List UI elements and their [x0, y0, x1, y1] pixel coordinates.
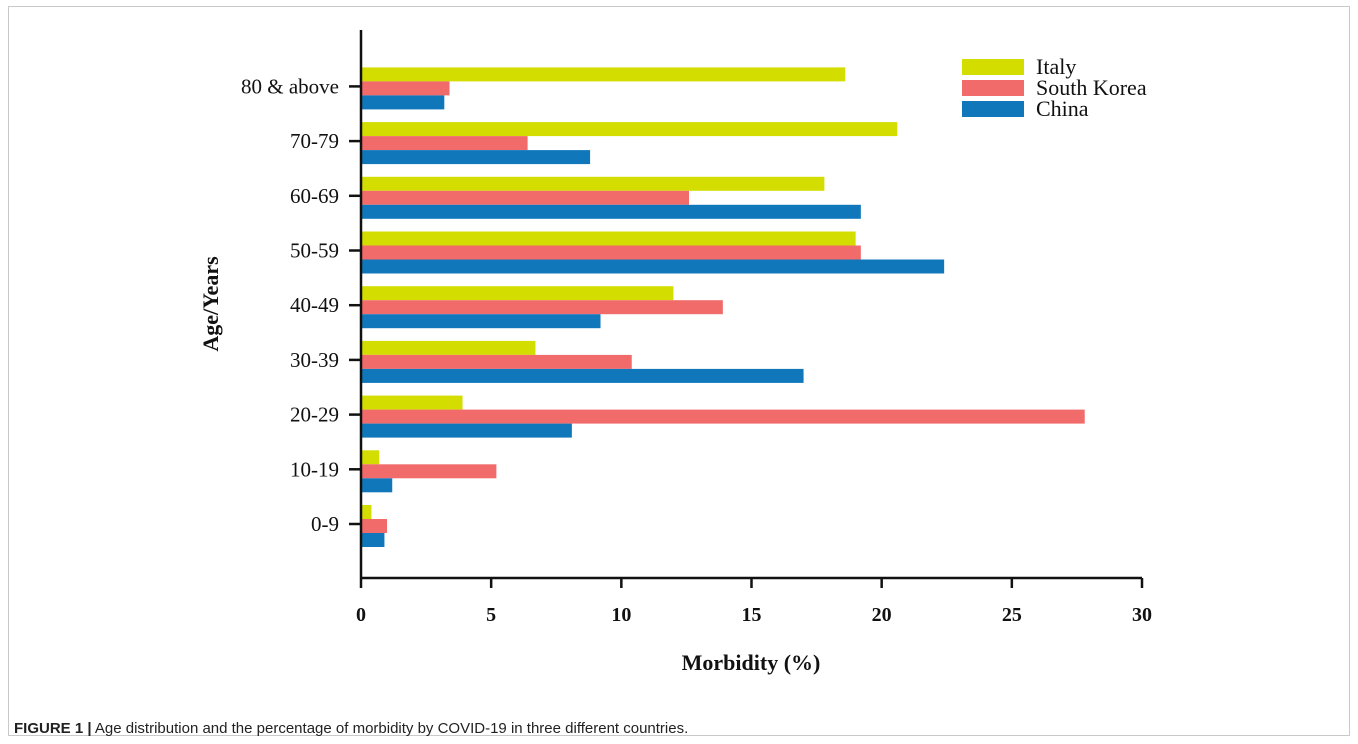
bar-south-korea-70-79 [361, 136, 528, 151]
legend-label-south-korea: South Korea [1036, 75, 1147, 100]
x-tick-label-20: 20 [872, 604, 892, 626]
bars-layer [361, 67, 1085, 547]
bar-china-50-59 [361, 259, 945, 274]
bar-china-30-39 [361, 368, 804, 383]
bar-south-korea-60-69 [361, 190, 690, 205]
x-tick-label-15: 15 [742, 604, 762, 626]
x-axis-title: Morbidity (%) [682, 650, 821, 675]
bar-south-korea-80-above [361, 81, 450, 96]
x-tick-label-10: 10 [611, 604, 631, 626]
ticks-layer: 0-9 10-19 20-29 30-39 40-49 50-59 60-69 70-79 80… [241, 74, 1152, 626]
bar-china-70-79 [361, 150, 591, 165]
bar-italy-30-39 [361, 340, 536, 355]
figure-caption-label: FIGURE 1 | [14, 720, 92, 737]
y-tick-label-0-9: 0-9 [311, 512, 339, 536]
y-tick-label-30-39: 30-39 [290, 348, 339, 372]
bar-south-korea-50-59 [361, 245, 861, 260]
bar-south-korea-20-29 [361, 409, 1085, 424]
bar-china-10-19 [361, 478, 393, 493]
y-tick-label-50-59: 50-59 [290, 239, 339, 263]
bar-china-0-9 [361, 533, 385, 547]
bar-italy-40-49 [361, 286, 674, 301]
bar-south-korea-40-49 [361, 300, 723, 315]
bar-china-60-69 [361, 204, 861, 219]
figure-caption-text: Age distribution and the percentage of m… [91, 720, 689, 737]
bar-italy-20-29 [361, 395, 463, 410]
y-tick-label-10-19: 10-19 [290, 457, 339, 481]
bar-south-korea-0-9 [361, 519, 388, 533]
legend-label-china: China [1036, 96, 1089, 121]
bar-italy-0-9 [361, 505, 372, 519]
legend-label-italy: Italy [1036, 54, 1076, 79]
legend-swatch-italy [962, 59, 1024, 75]
bar-italy-50-59 [361, 231, 856, 246]
y-tick-label-70-79: 70-79 [290, 129, 339, 153]
bar-italy-70-79 [361, 122, 898, 137]
y-tick-label-20-29: 20-29 [290, 403, 339, 427]
y-tick-label-80-above: 80 & above [241, 74, 339, 98]
legend-swatch-south-korea [962, 80, 1024, 96]
bar-italy-10-19 [361, 450, 380, 465]
x-tick-label-30: 30 [1132, 604, 1152, 626]
figure-caption: FIGURE 1 | Age distribution and the perc… [14, 720, 688, 737]
bar-china-20-29 [361, 423, 572, 438]
bar-italy-80-above [361, 67, 846, 82]
x-tick-label-0: 0 [356, 604, 366, 626]
x-tick-label-25: 25 [1002, 604, 1022, 626]
bar-south-korea-30-39 [361, 354, 632, 369]
y-axis-title: Age/Years [198, 256, 223, 352]
legend-swatch-china [962, 101, 1024, 117]
bar-south-korea-10-19 [361, 464, 497, 479]
x-tick-label-5: 5 [486, 604, 496, 626]
y-tick-label-60-69: 60-69 [290, 184, 339, 208]
bar-italy-60-69 [361, 176, 825, 191]
y-tick-label-40-49: 40-49 [290, 293, 339, 317]
bar-china-80-above [361, 95, 445, 110]
bar-china-40-49 [361, 314, 601, 329]
